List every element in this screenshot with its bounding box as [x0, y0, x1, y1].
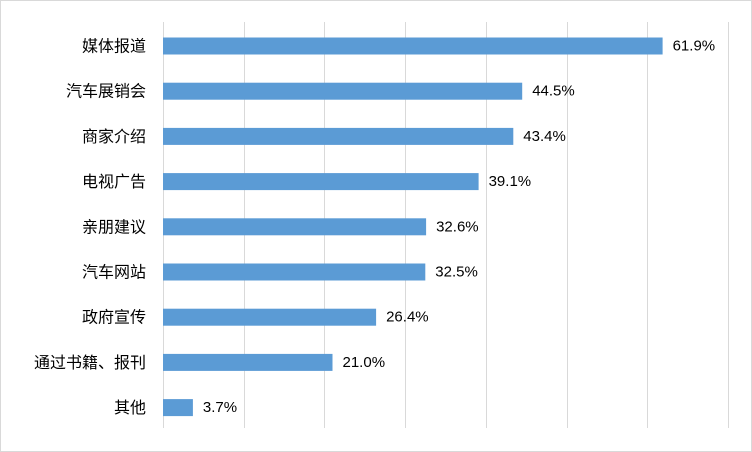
bar	[163, 173, 479, 191]
category-label: 政府宣传	[82, 308, 146, 327]
category-label: 其他	[114, 398, 146, 417]
category-label: 亲朋建议	[82, 217, 146, 236]
category-label: 汽车展销会	[66, 82, 146, 101]
bar	[163, 127, 514, 145]
category-label: 媒体报道	[82, 37, 146, 56]
bar	[163, 399, 193, 417]
bars	[163, 37, 663, 417]
data-label: 21.0%	[343, 354, 386, 371]
data-label: 43.4%	[523, 128, 566, 145]
category-label: 商家介绍	[82, 127, 146, 146]
bar	[163, 218, 427, 236]
value-labels: 61.9% 44.5% 43.4% 39.1% 32.6% 32.5% 26.4% 21.0%…	[203, 38, 715, 417]
data-label: 61.9%	[673, 38, 716, 55]
data-label: 32.5%	[435, 264, 478, 281]
bar	[163, 353, 333, 371]
data-label: 32.6%	[436, 218, 479, 235]
category-label: 电视广告	[82, 172, 146, 191]
bar	[163, 37, 663, 55]
bar	[163, 263, 426, 281]
data-label: 44.5%	[532, 83, 575, 100]
category-label: 通过书籍、报刊	[34, 353, 146, 372]
data-label: 39.1%	[489, 173, 532, 190]
bar	[163, 308, 377, 326]
data-label: 26.4%	[386, 309, 429, 326]
data-label: 3.7%	[203, 399, 237, 416]
bar	[163, 82, 523, 100]
category-label: 汽车网站	[82, 263, 146, 282]
